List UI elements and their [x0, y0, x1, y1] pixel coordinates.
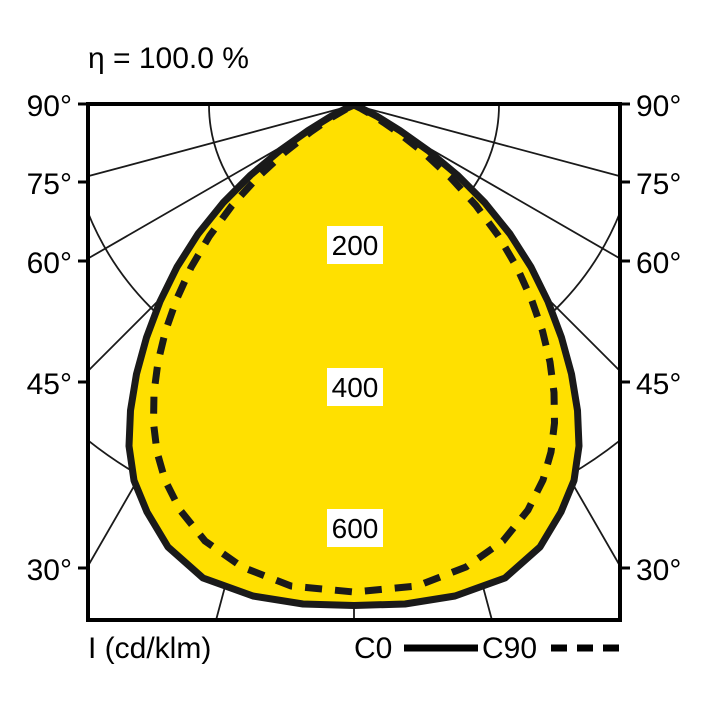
axis-label-left-60: 60° — [27, 247, 72, 280]
axis-label-left-30: 30° — [27, 554, 72, 587]
grid-spoke-l75 — [88, 104, 355, 178]
ring-label-600-text: 600 — [332, 513, 379, 544]
ring-label-600: 600 — [327, 509, 383, 547]
axis-ticks — [78, 102, 630, 570]
curve-c0 — [125, 104, 583, 609]
distribution-curves — [125, 104, 583, 609]
axis-label-left-75: 75° — [27, 168, 72, 201]
axis-label-right-45: 45° — [636, 368, 681, 401]
axis-label-left-45: 45° — [27, 368, 72, 401]
legend: C0 C90 — [354, 632, 625, 665]
grid-spoke-r60 — [353, 104, 620, 260]
right-axis-labels: 90° 75° 60° 45° 30° — [636, 90, 681, 587]
ring-label-200-text: 200 — [332, 230, 379, 261]
left-axis-labels: 90° 75° 60° 45° 30° — [27, 90, 72, 587]
ring-label-400-bg — [327, 368, 383, 406]
axis-label-right-90: 90° — [636, 90, 681, 123]
ring-label-400: 400 — [327, 368, 383, 406]
ring-labels: 200 400 600 — [327, 226, 383, 547]
grid-spoke-l60 — [88, 104, 355, 260]
ring-label-400-text: 400 — [332, 372, 379, 403]
ring-label-200-bg — [327, 226, 383, 264]
plot-frame — [86, 102, 622, 622]
ring-label-200: 200 — [327, 226, 383, 264]
axis-label-right-60: 60° — [636, 247, 681, 280]
curve-c90 — [150, 104, 558, 596]
ring-label-600-bg — [327, 509, 383, 547]
axis-label-left-90: 90° — [27, 90, 72, 123]
grid-spoke-r75 — [353, 104, 620, 178]
axis-label-right-75: 75° — [636, 168, 681, 201]
distribution-fill — [129, 105, 579, 606]
axis-label-right-30: 30° — [636, 554, 681, 587]
efficiency-label: η = 100.0 % — [88, 42, 249, 75]
axis-unit-label: I (cd/klm) — [88, 632, 211, 665]
legend-label-c0: C0 — [354, 632, 392, 665]
legend-label-c90: C90 — [482, 632, 537, 665]
